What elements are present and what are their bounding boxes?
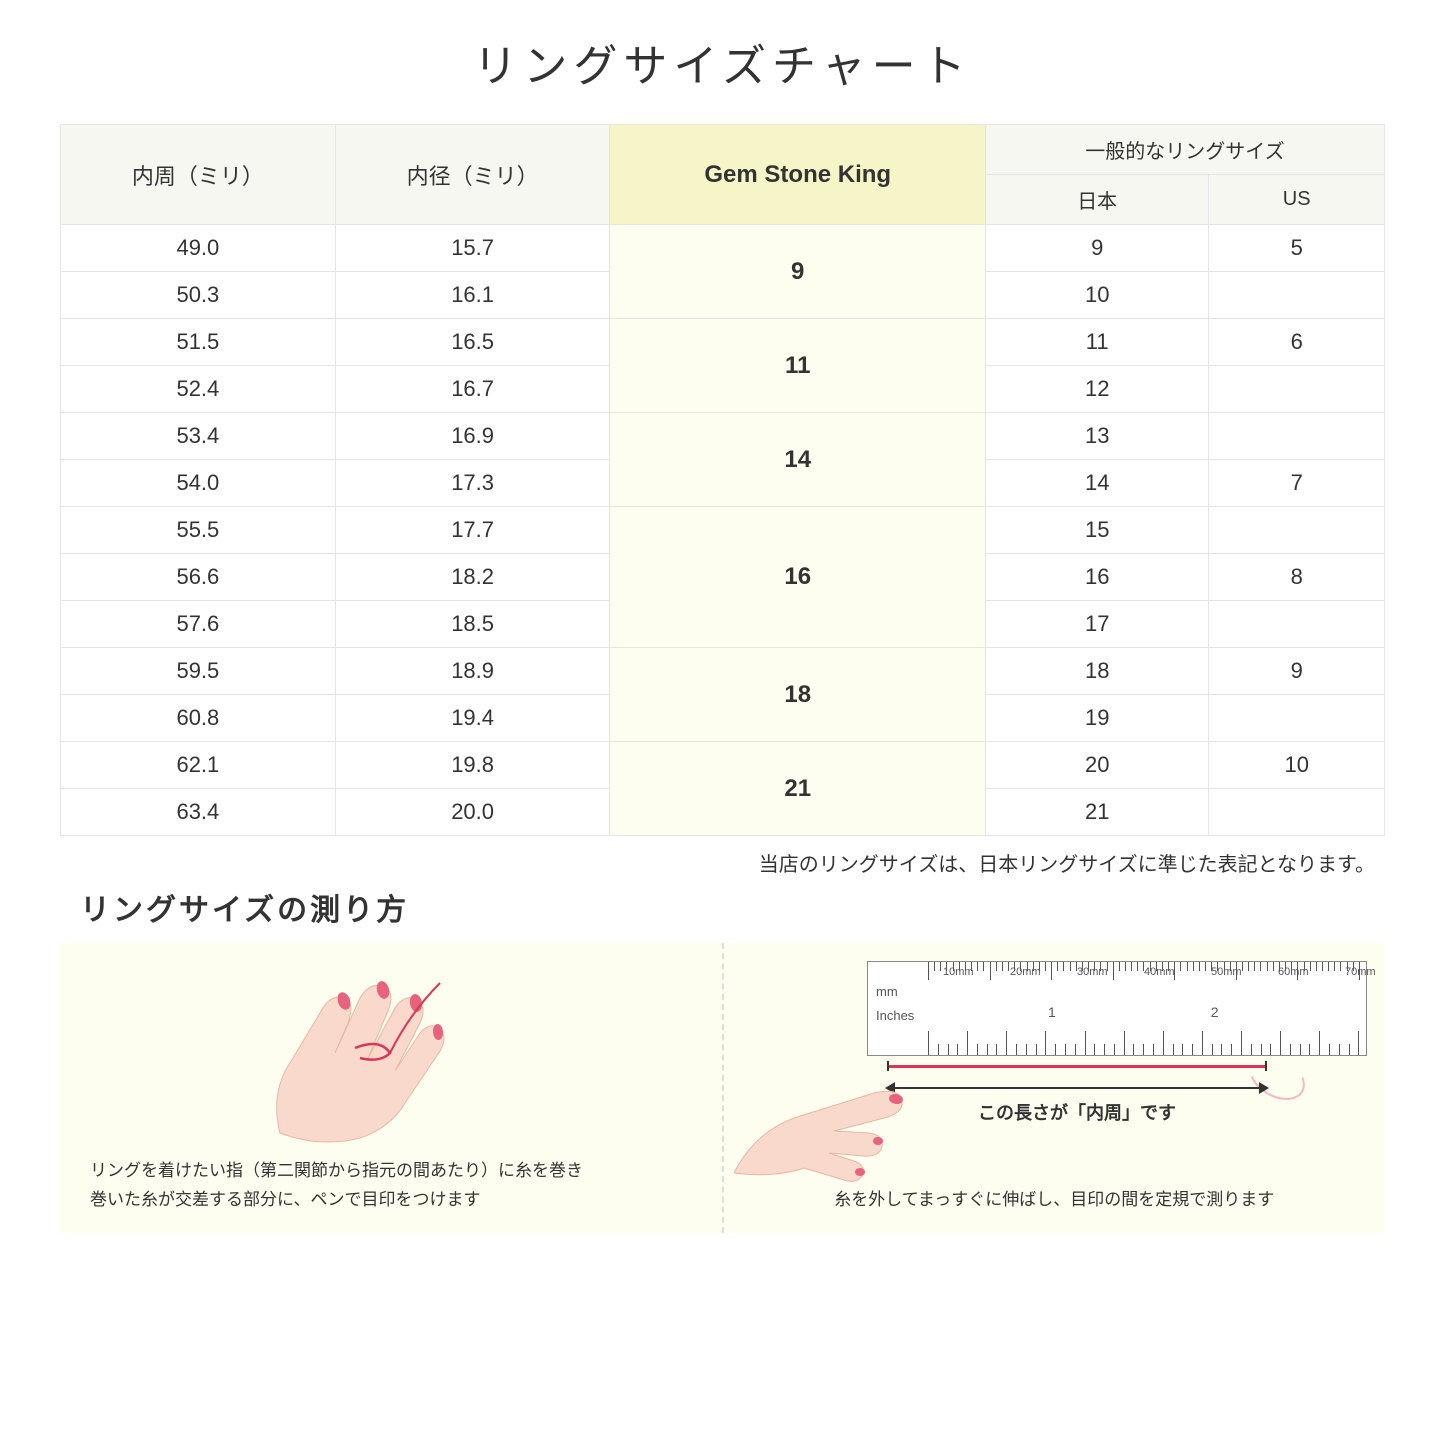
cell-diameter: 19.4	[335, 695, 610, 742]
cell-gsk: 21	[610, 742, 986, 836]
cell-us	[1209, 366, 1385, 413]
size-chart-table: 内周（ミリ） 内径（ミリ） Gem Stone King 一般的なリングサイズ …	[60, 124, 1385, 836]
cell-japan: 21	[986, 789, 1209, 836]
arrow-label: この長さが「内周」です	[887, 1099, 1267, 1125]
cell-japan: 19	[986, 695, 1209, 742]
hand-point-illustration	[734, 1043, 934, 1193]
cell-circumference: 63.4	[61, 789, 336, 836]
cell-japan: 10	[986, 272, 1209, 319]
cell-japan: 9	[986, 225, 1209, 272]
table-row: 62.119.8212010	[61, 742, 1385, 789]
cell-circumference: 56.6	[61, 554, 336, 601]
in-mark-1: 1	[1048, 1004, 1056, 1020]
cell-japan: 12	[986, 366, 1209, 413]
header-general: 一般的なリングサイズ	[986, 125, 1385, 175]
table-row: 51.516.511116	[61, 319, 1385, 366]
cell-gsk: 16	[610, 507, 986, 648]
howto-title: リングサイズの測り方	[80, 885, 1385, 929]
cell-gsk: 18	[610, 648, 986, 742]
howto-step-1: リングを着けたい指（第二関節から指元の間あたり）に糸を巻き 巻いた糸が交差する部…	[60, 943, 722, 1233]
header-us: US	[1209, 175, 1385, 225]
page-title: リングサイズチャート	[60, 30, 1385, 94]
header-diameter: 内径（ミリ）	[335, 125, 610, 225]
cell-circumference: 59.5	[61, 648, 336, 695]
cell-us	[1209, 789, 1385, 836]
cell-japan: 20	[986, 742, 1209, 789]
cell-diameter: 16.9	[335, 413, 610, 460]
cell-circumference: 50.3	[61, 272, 336, 319]
cell-japan: 17	[986, 601, 1209, 648]
howto-step-2: 10mm20mm30mm40mm50mm60mm70mm mm Inches 1…	[724, 943, 1386, 1233]
cell-us: 8	[1209, 554, 1385, 601]
cell-us: 9	[1209, 648, 1385, 695]
cell-diameter: 15.7	[335, 225, 610, 272]
cell-us: 6	[1209, 319, 1385, 366]
cell-circumference: 62.1	[61, 742, 336, 789]
cell-gsk: 9	[610, 225, 986, 319]
cell-circumference: 55.5	[61, 507, 336, 554]
ruler-illustration: 10mm20mm30mm40mm50mm60mm70mm mm Inches 1…	[867, 961, 1367, 1056]
cell-diameter: 16.7	[335, 366, 610, 413]
in-mark-2: 2	[1211, 1004, 1219, 1020]
cell-us	[1209, 695, 1385, 742]
cell-diameter: 20.0	[335, 789, 610, 836]
cell-diameter: 16.5	[335, 319, 610, 366]
howto-panel: リングを着けたい指（第二関節から指元の間あたり）に糸を巻き 巻いた糸が交差する部…	[60, 943, 1385, 1233]
cell-circumference: 60.8	[61, 695, 336, 742]
cell-japan: 15	[986, 507, 1209, 554]
cell-japan: 11	[986, 319, 1209, 366]
footnote: 当店のリングサイズは、日本リングサイズに準じた表記となります。	[60, 848, 1385, 877]
cell-us: 5	[1209, 225, 1385, 272]
howto-caption-2: 糸を外してまっすぐに伸ばし、目印の間を定規で測ります	[754, 1186, 1356, 1215]
ruler-in-label: Inches	[876, 1008, 914, 1023]
cell-diameter: 17.3	[335, 460, 610, 507]
cell-diameter: 19.8	[335, 742, 610, 789]
cell-us	[1209, 601, 1385, 648]
cell-japan: 16	[986, 554, 1209, 601]
header-japan: 日本	[986, 175, 1209, 225]
cell-circumference: 49.0	[61, 225, 336, 272]
header-gsk: Gem Stone King	[610, 125, 986, 225]
cell-us: 10	[1209, 742, 1385, 789]
cell-circumference: 53.4	[61, 413, 336, 460]
header-circumference: 内周（ミリ）	[61, 125, 336, 225]
cell-diameter: 18.9	[335, 648, 610, 695]
cell-diameter: 18.5	[335, 601, 610, 648]
cell-us	[1209, 413, 1385, 460]
cell-japan: 18	[986, 648, 1209, 695]
cell-diameter: 17.7	[335, 507, 610, 554]
cell-circumference: 51.5	[61, 319, 336, 366]
cell-us: 7	[1209, 460, 1385, 507]
cell-gsk: 14	[610, 413, 986, 507]
cell-us	[1209, 272, 1385, 319]
table-row: 59.518.918189	[61, 648, 1385, 695]
cell-japan: 14	[986, 460, 1209, 507]
howto-caption-1: リングを着けたい指（第二関節から指元の間あたり）に糸を巻き 巻いた糸が交差する部…	[90, 1157, 692, 1215]
cell-diameter: 16.1	[335, 272, 610, 319]
cell-gsk: 11	[610, 319, 986, 413]
table-row: 55.517.71615	[61, 507, 1385, 554]
ruler-mm-label: mm	[876, 984, 898, 999]
cell-japan: 13	[986, 413, 1209, 460]
table-row: 53.416.91413	[61, 413, 1385, 460]
cell-circumference: 52.4	[61, 366, 336, 413]
cell-diameter: 18.2	[335, 554, 610, 601]
cell-circumference: 57.6	[61, 601, 336, 648]
cell-circumference: 54.0	[61, 460, 336, 507]
hand-wrap-illustration	[240, 953, 500, 1153]
cell-us	[1209, 507, 1385, 554]
table-row: 49.015.7995	[61, 225, 1385, 272]
